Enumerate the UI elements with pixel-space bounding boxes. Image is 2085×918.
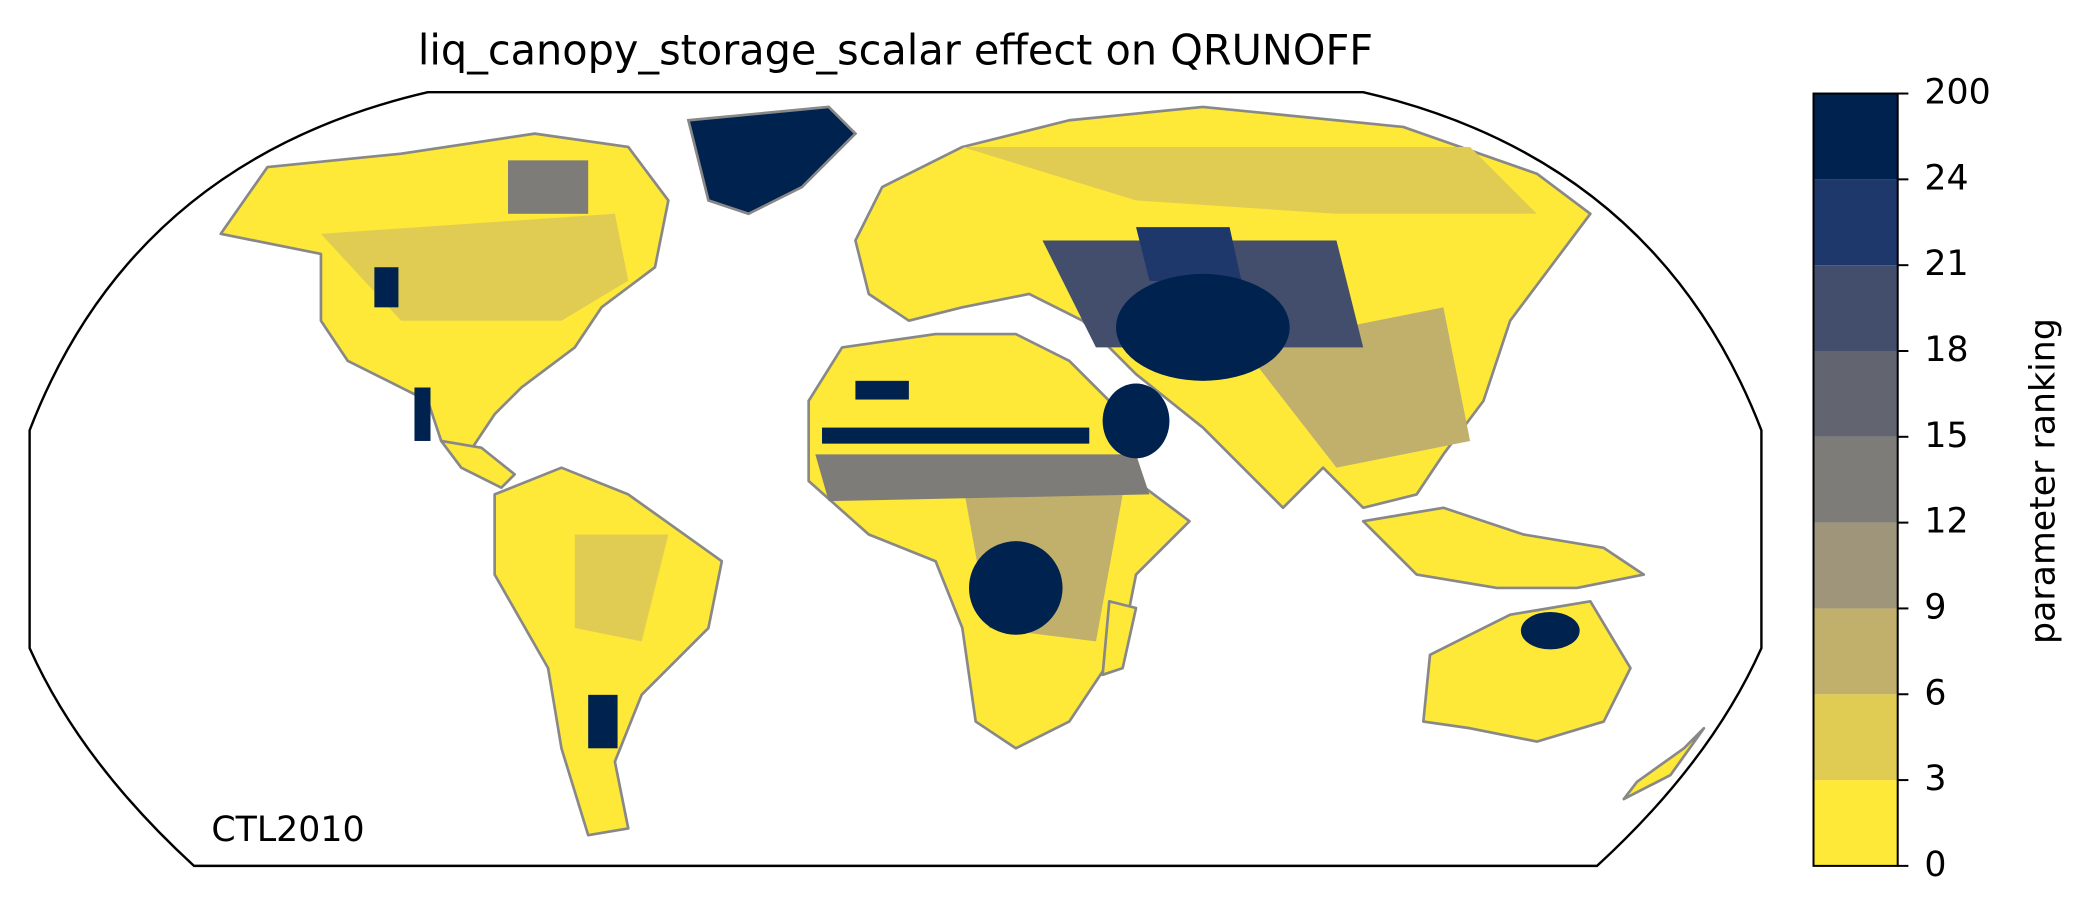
colorbar-bin [1813,608,1898,695]
colorbar-frame [1812,92,1899,867]
colorbar-tick-label: 21 [1924,244,1968,284]
new-zealand [1622,726,1706,801]
colorbar-bin [1813,179,1898,266]
colorbar-tick-label: 12 [1924,502,1968,542]
australia [1421,599,1632,743]
colorbar-bin [1813,265,1898,351]
colorbar-bin [1813,780,1898,866]
colorbar-bin [1813,436,1898,523]
annotation: CTL2010 [211,810,364,850]
colorbar-tick-label: 24 [1924,158,1968,198]
colorbar-bin [1813,93,1898,180]
central-america [439,439,517,490]
colorbar: 0 3 6 9 12 15 18 21 24 200 [1812,73,1991,885]
colorbar-tick-label: 3 [1924,759,1946,799]
southeast-asia [1361,506,1646,590]
colorbar-tick-label: 0 [1924,845,1946,885]
colorbar-label: parameter ranking [2024,318,2064,644]
madagascar [1101,599,1138,677]
colorbar-tick-label: 200 [1924,73,1990,113]
colorbar-tick-label: 6 [1924,673,1946,713]
south-america [493,466,724,837]
ranking-patches [320,105,1580,749]
colorbar-bin [1813,522,1898,609]
colorbar-bin [1813,694,1898,781]
colorbar-tick-label: 9 [1924,587,1946,627]
colorbar-tick-label: 18 [1924,330,1968,370]
map-title: liq_canopy_storage_scalar effect on QRUN… [418,26,1373,74]
colorbar-bin [1813,350,1898,437]
colorbar-tick-label: 15 [1924,416,1968,456]
map [28,90,1763,868]
